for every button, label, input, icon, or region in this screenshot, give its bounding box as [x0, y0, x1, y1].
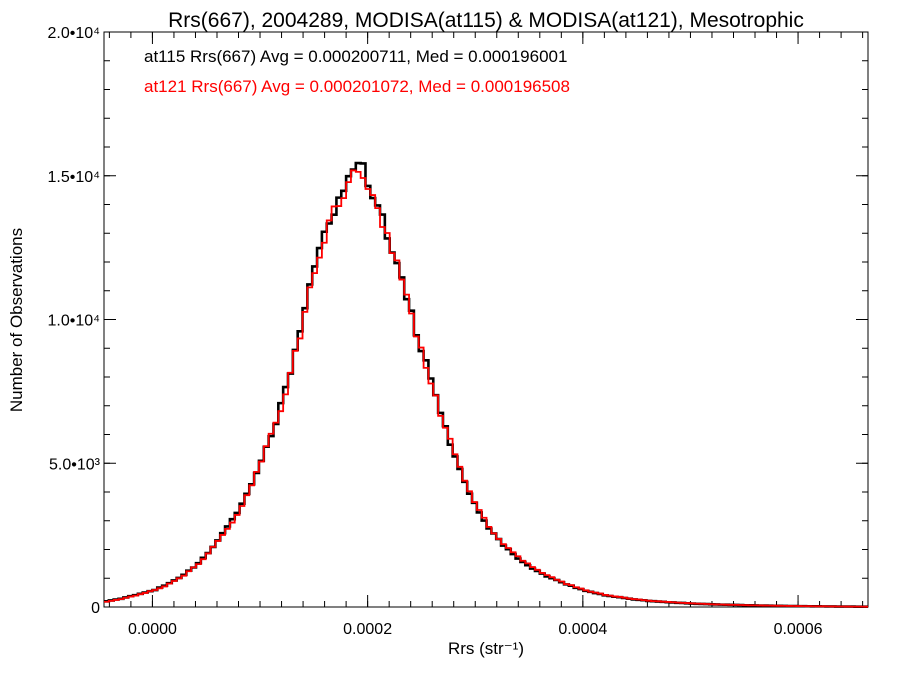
x-tick-label: 0.0006 — [774, 621, 823, 638]
y-tick-label: 1.0•10⁴ — [47, 313, 100, 330]
series-1-line — [104, 169, 868, 608]
series-layer — [104, 161, 868, 608]
annotation-at115: at115 Rrs(667) Avg = 0.000200711, Med = … — [144, 47, 567, 66]
chart-title: Rrs(667), 2004289, MODISA(at115) & MODIS… — [168, 9, 804, 32]
x-axis: 0.0000 0.0002 0.0004 0.0006 — [108, 32, 864, 638]
y-axis-label: Number of Observations — [7, 228, 26, 412]
x-tick-label: 0.0004 — [558, 621, 607, 638]
annotation-at121: at121 Rrs(667) Avg = 0.000201072, Med = … — [144, 77, 570, 96]
y-axis: 0 5.0•10³ 1.0•10⁴ 1.5•10⁴ 2.0•10⁴ — [47, 25, 868, 617]
y-tick-label: 1.5•10⁴ — [47, 169, 100, 186]
y-tick-label: 2.0•10⁴ — [47, 25, 100, 42]
y-tick-label: 5.0•10³ — [49, 456, 101, 473]
x-axis-label: Rrs (str⁻¹) — [448, 639, 524, 658]
y-tick-label: 0 — [91, 600, 100, 617]
x-tick-label: 0.0002 — [343, 621, 392, 638]
x-tick-label: 0.0000 — [128, 621, 177, 638]
